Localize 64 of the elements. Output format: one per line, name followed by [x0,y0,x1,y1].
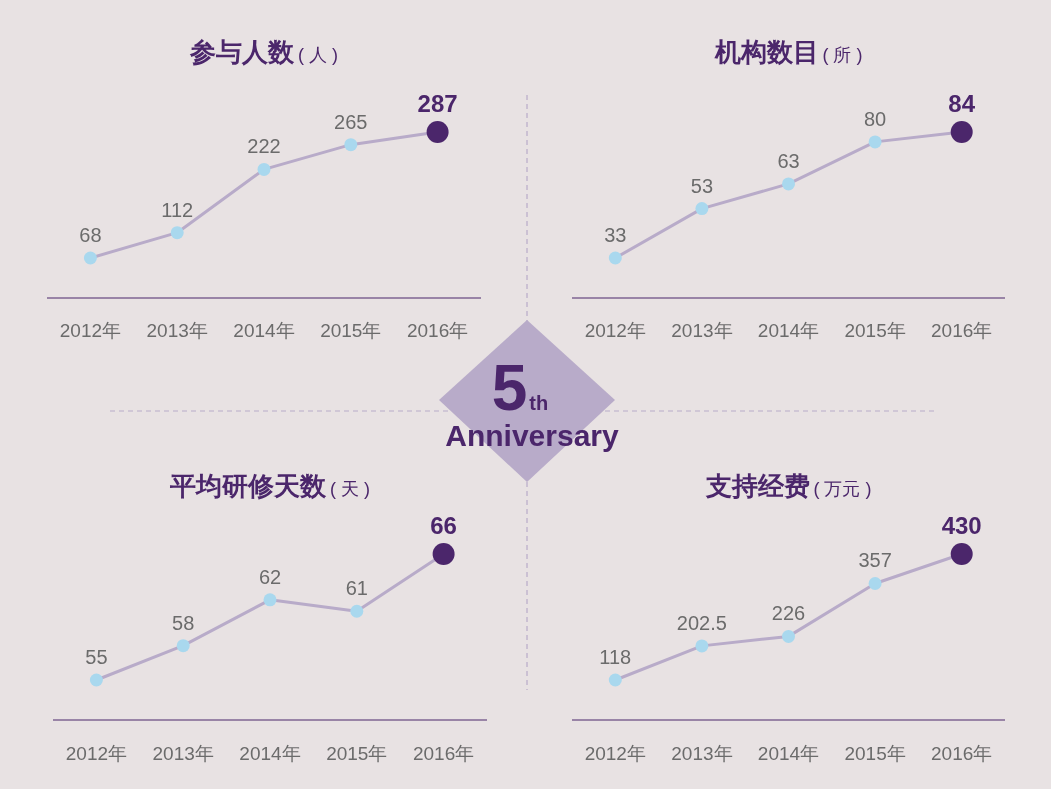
point [608,251,622,265]
point [89,673,103,687]
point [868,576,882,590]
point [263,593,277,607]
data-label: 33 [604,224,627,246]
data-label: 265 [334,110,368,133]
data-label: 58 [172,611,195,634]
data-label: 68 [79,224,102,246]
data-label: 430 [941,512,982,539]
x-tick-label: 2013年 [146,320,208,341]
data-label: 112 [161,198,194,221]
data-label: 84 [948,90,976,117]
x-tick-label: 2016年 [931,743,993,764]
point [695,639,709,653]
data-label: 226 [771,602,806,625]
x-tick-label: 2012年 [584,743,646,764]
x-tick-label: 2012年 [65,743,128,764]
x-tick-label: 2013年 [152,743,214,764]
x-tick-label: 2014年 [239,743,301,764]
x-tick-label: 2015年 [844,743,906,764]
data-label: 202.5 [676,611,727,634]
x-tick-label: 2013年 [671,320,733,341]
x-tick-label: 2016年 [406,320,469,341]
x-tick-label: 2014年 [757,743,820,764]
x-tick-label: 2014年 [233,320,295,341]
point [83,251,97,265]
data-label: 80 [863,107,887,130]
point [608,673,622,687]
data-label: 222 [247,135,281,158]
data-label: 287 [417,90,458,117]
point [868,135,882,149]
point [344,138,358,152]
data-label: 61 [345,577,368,600]
point [782,177,795,191]
x-tick-label: 2015年 [326,743,388,764]
point [176,639,190,653]
x-tick-label: 2015年 [844,320,906,341]
chart-subtitle: ( 人 ) [298,45,338,65]
data-label: 118 [599,646,632,668]
chart-subtitle: ( 天 ) [330,479,370,499]
point [350,604,364,618]
data-label: 66 [430,512,457,539]
chart-subtitle: ( 所 ) [822,45,863,65]
data-label: 53 [690,174,714,197]
x-tick-label: 2016年 [412,743,475,764]
x-tick-label: 2012年 [59,320,122,341]
chart-title: 机构数目 [713,37,819,67]
chart-title: 平均研修天数 [169,471,327,501]
x-tick-label: 2016年 [931,320,993,341]
x-tick-label: 2013年 [671,743,733,764]
data-label: 357 [858,549,892,572]
data-label: 63 [777,149,800,172]
point [782,629,795,643]
chart-title: 支持经费 [704,471,810,501]
point [170,226,184,240]
point [257,162,271,176]
point [695,202,709,216]
data-label: 62 [258,565,282,588]
chart-subtitle: ( 万元 ) [813,479,872,499]
x-tick-label: 2012年 [584,320,646,341]
data-label: 55 [85,646,108,668]
x-tick-label: 2014年 [757,320,820,341]
chart-title: 参与人数 [189,37,295,67]
x-tick-label: 2015年 [320,320,382,341]
